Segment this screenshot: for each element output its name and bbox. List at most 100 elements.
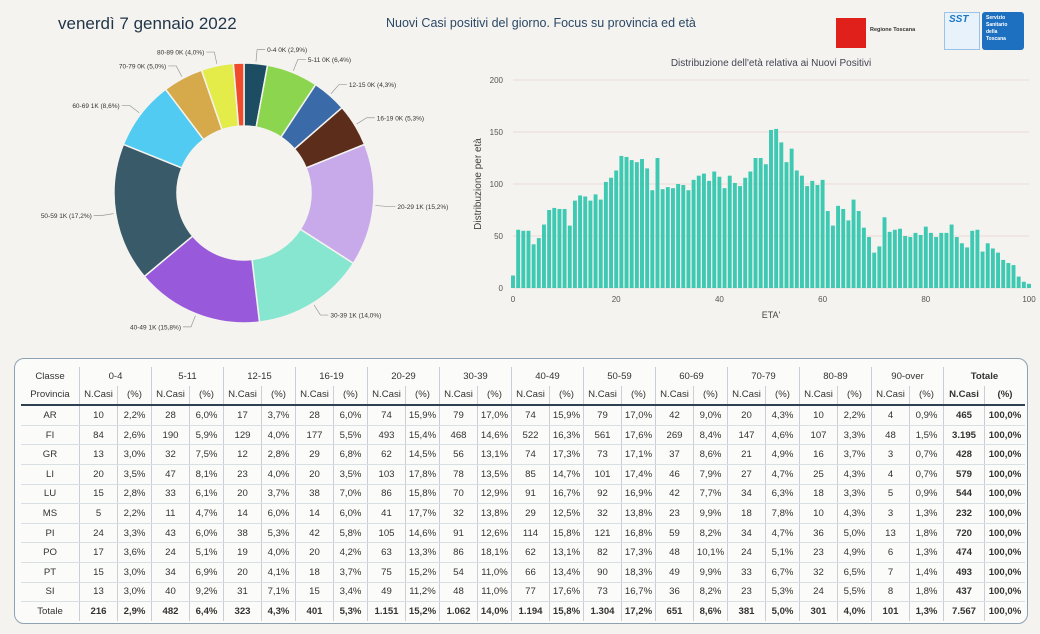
ncasi-cell: 3 xyxy=(871,503,910,524)
ncasi-cell: 38 xyxy=(223,523,262,544)
histogram-bar-age-31 xyxy=(671,188,675,288)
ncasi-cell: 79 xyxy=(439,405,478,426)
pct-cell: 5,0% xyxy=(837,523,872,544)
histogram-bar-age-97 xyxy=(1011,265,1016,288)
ncasi-cell: 20 xyxy=(295,542,334,563)
pct-cell: 8,4% xyxy=(693,425,728,446)
pct-header: (%) xyxy=(477,385,512,407)
ncasi-cell: 101 xyxy=(583,464,622,485)
pct-cell: 9,0% xyxy=(693,405,728,426)
ncasi-cell: 41 xyxy=(367,503,406,524)
ncasi-cell: 12 xyxy=(223,444,262,465)
ncasi-cell: 36 xyxy=(799,523,838,544)
ncasi-header: N.Casi xyxy=(295,385,334,407)
total-pct-cell: 100,0% xyxy=(984,542,1025,563)
province-cell: PT xyxy=(21,562,80,583)
pct-cell: 3,6% xyxy=(117,542,152,563)
ncasi-cell: 91 xyxy=(511,484,550,505)
pct-cell: 3,0% xyxy=(117,562,152,583)
province-cell: GR xyxy=(21,444,80,465)
histogram-bar-age-0 xyxy=(511,275,515,288)
histogram-bar-age-18 xyxy=(603,181,608,288)
histogram-bar-age-75 xyxy=(898,228,902,288)
pct-cell: 2,2% xyxy=(117,503,152,524)
histogram-bar-age-46 xyxy=(748,171,753,288)
pct-cell: 2,8% xyxy=(117,484,152,505)
histogram-bar-age-6 xyxy=(542,224,546,288)
pct-cell: 15,2% xyxy=(405,562,440,583)
histogram-bar-age-47 xyxy=(753,158,758,288)
pct-cell: 16,7% xyxy=(549,484,584,505)
histogram-bar-age-49 xyxy=(763,164,768,288)
pct-cell: 3,4% xyxy=(333,582,368,603)
ncasi-cell: 20 xyxy=(727,405,766,426)
ncasi-cell: 74 xyxy=(511,444,550,465)
ncasi-cell: 49 xyxy=(655,562,694,583)
histogram-bar-age-51 xyxy=(774,128,779,288)
pct-header: (%) xyxy=(333,385,368,407)
pct-cell: 6,9% xyxy=(189,562,224,583)
pct-cell: 5,8% xyxy=(333,523,368,544)
donut-slice-label: 20-29 1K (15,2%) xyxy=(397,204,448,211)
histogram-bar-age-58 xyxy=(810,180,815,288)
pct-cell: 17,6% xyxy=(549,582,584,603)
pct-cell: 7,1% xyxy=(261,582,296,603)
total-ncasi-cell: 428 xyxy=(943,444,985,465)
histogram-bar-age-37 xyxy=(701,173,706,288)
ncasi-cell: 18 xyxy=(295,562,334,583)
pct-cell: 2,2% xyxy=(117,405,152,426)
pct-cell: 0,7% xyxy=(909,444,944,465)
histogram-bar-age-38 xyxy=(707,180,712,288)
ncasi-cell: 24 xyxy=(727,542,766,563)
pct-cell: 3,7% xyxy=(333,562,368,583)
pct-cell: 9,2% xyxy=(189,582,224,603)
pct-cell: 5,9% xyxy=(189,425,224,446)
histogram-bar-age-65 xyxy=(846,220,851,288)
histogram-bar-age-69 xyxy=(867,237,871,288)
ncasi-cell: 14 xyxy=(223,503,262,524)
ncasi-header: N.Casi xyxy=(151,385,190,407)
pct-cell: 4,0% xyxy=(837,601,872,621)
histogram-bar-age-96 xyxy=(1006,263,1011,288)
pct-cell: 8,2% xyxy=(693,582,728,603)
histogram-bar-age-82 xyxy=(934,237,939,288)
regione-toscana-logo: Regione Toscana xyxy=(836,14,922,50)
pct-cell: 4,9% xyxy=(765,444,800,465)
ncasi-cell: 15 xyxy=(79,562,118,583)
pct-header: (%) xyxy=(984,385,1025,407)
histogram-x-tick: 60 xyxy=(818,295,827,304)
histogram-bar-age-9 xyxy=(557,208,562,288)
donut-leader-line xyxy=(313,304,329,316)
ncasi-cell: 101 xyxy=(871,601,910,621)
ncasi-cell: 4 xyxy=(871,464,910,485)
histogram-bar-age-83 xyxy=(939,232,944,288)
ncasi-cell: 73 xyxy=(583,444,622,465)
pct-cell: 5,3% xyxy=(765,582,800,603)
total-pct-cell: 100,0% xyxy=(984,405,1025,426)
ncasi-cell: 28 xyxy=(295,405,334,426)
sst-sub-line: Toscana xyxy=(986,36,1006,42)
donut-slice-label: 60-69 1K (8,6%) xyxy=(72,103,119,110)
histogram-bar-age-28 xyxy=(655,158,660,288)
ncasi-cell: 15 xyxy=(79,484,118,505)
histogram-bar-age-88 xyxy=(965,247,970,288)
province-age-table-panel: Classe 0-4 5-11 12-15 16-19 20-29 30-39 40-49 50… xyxy=(14,358,1028,624)
pct-header: (%) xyxy=(909,385,944,407)
ncasi-header: N.Casi xyxy=(871,385,910,407)
table-row: LI 20 3,5% 47 8,1% 23 4,0% 20 3,5% 103 17,8% 78 13,5… xyxy=(21,464,1025,485)
province-cell: SI xyxy=(21,582,80,603)
total-ncasi-cell: 465 xyxy=(943,405,985,426)
pct-cell: 15,2% xyxy=(405,601,440,621)
histogram-bar-age-89 xyxy=(970,230,975,288)
pct-cell: 6,1% xyxy=(189,484,224,505)
ncasi-cell: 3 xyxy=(871,444,910,465)
histogram-bar-age-35 xyxy=(691,179,696,288)
pct-cell: 3,0% xyxy=(117,444,152,465)
pct-cell: 13,5% xyxy=(477,464,512,485)
age-class-header: 50-59 xyxy=(583,367,656,386)
donut-slice-90-over xyxy=(232,62,245,128)
histogram-bar-age-56 xyxy=(800,175,804,288)
pct-cell: 4,9% xyxy=(837,542,872,563)
age-class-header: 0-4 xyxy=(79,367,152,386)
histogram-bar-age-62 xyxy=(830,225,835,288)
